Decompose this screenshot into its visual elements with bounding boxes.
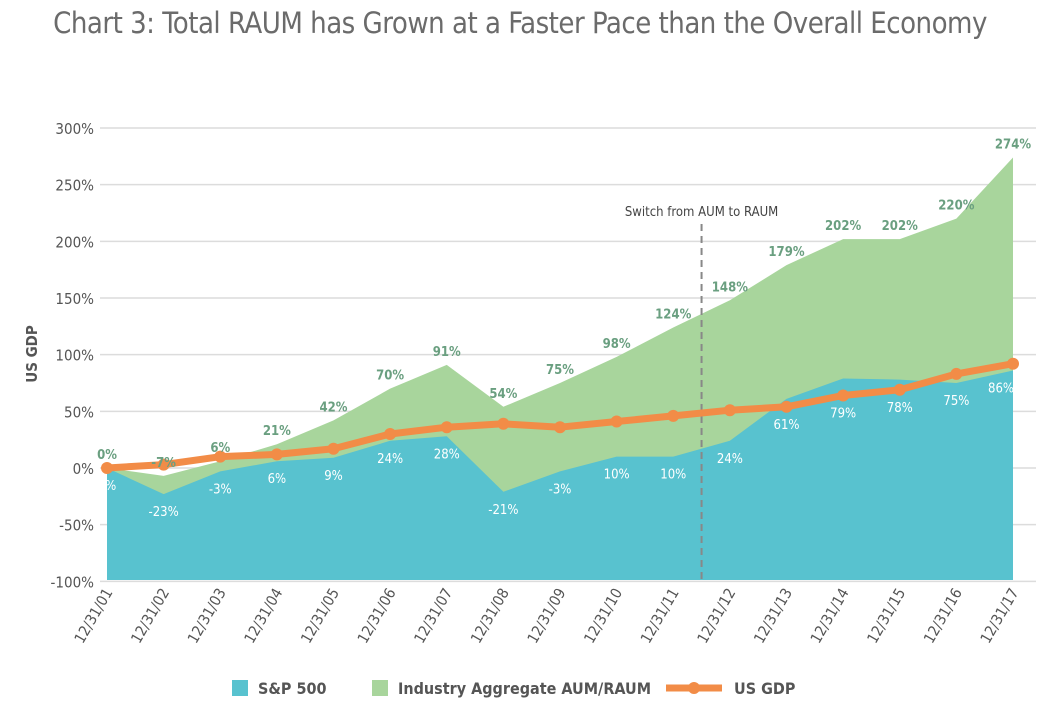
sp500-data-label: -3%: [209, 482, 232, 497]
y-axis-label: US GDP: [23, 325, 41, 383]
aum-data-label: 54%: [489, 387, 517, 402]
gdp-point: [780, 400, 793, 413]
gdp-point: [214, 450, 227, 463]
gdp-point: [554, 421, 566, 434]
legend-swatch: [232, 680, 248, 696]
gdp-point: [270, 448, 283, 461]
gdp-point: [893, 383, 906, 396]
gdp-point: [440, 421, 453, 434]
aum-data-label: 91%: [433, 345, 461, 360]
aum-data-label: 98%: [603, 337, 631, 352]
aum-data-label: 6%: [210, 441, 230, 456]
aum-data-label: 202%: [882, 219, 918, 234]
gdp-point: [101, 462, 113, 474]
gdp-point: [950, 367, 963, 380]
gdp-point: [610, 415, 623, 428]
x-tick-label: 12/31/02: [127, 585, 173, 646]
legend-swatch-marker: [688, 682, 700, 694]
aum-data-label: -7%: [151, 456, 176, 471]
sp500-data-label: 6%: [268, 472, 287, 487]
x-tick-label: 12/31/10: [580, 585, 626, 646]
y-tick-label: -100%: [51, 573, 95, 591]
aum-data-label: 70%: [376, 369, 404, 384]
y-tick-label: 300%: [55, 120, 94, 138]
sp500-data-label: 61%: [774, 418, 800, 433]
sp500-data-label: 75%: [943, 394, 969, 409]
sp500-data-label: 79%: [830, 406, 856, 421]
x-tick-label: 12/31/14: [807, 585, 853, 646]
y-tick-label: 250%: [55, 177, 94, 195]
sp500-data-label: -21%: [488, 503, 518, 518]
legend-label: US GDP: [734, 679, 795, 698]
y-tick-label: 150%: [55, 290, 94, 308]
gdp-point: [497, 417, 510, 430]
sp500-data-label: -23%: [149, 505, 179, 520]
x-tick-label: 12/31/11: [637, 585, 683, 646]
gdp-point: [667, 409, 680, 422]
gdp-point: [1007, 357, 1019, 370]
gdp-point: [157, 458, 170, 471]
sp500-data-label: 24%: [717, 452, 743, 467]
sp500-data-label: 24%: [377, 452, 403, 467]
x-tick-label: 12/31/12: [693, 585, 739, 646]
sp500-data-label: 28%: [434, 447, 460, 462]
y-tick-label: 50%: [64, 403, 94, 421]
legend-swatch: [372, 680, 388, 696]
x-tick-label: 12/31/01: [71, 585, 117, 646]
aum-data-label: 202%: [825, 219, 861, 234]
legend-label: S&P 500: [258, 679, 327, 698]
gdp-point: [327, 442, 340, 455]
sp500-data-label: 10%: [660, 468, 686, 483]
annotation-text: Switch from AUM to RAUM: [625, 205, 778, 220]
area-s-p-500: [107, 370, 1013, 580]
sp500-data-label: -3%: [549, 482, 572, 497]
aum-data-label: 75%: [546, 363, 574, 378]
aum-data-label: 179%: [768, 245, 804, 260]
x-tick-label: 12/31/16: [920, 585, 966, 646]
sp500-data-label: 78%: [887, 401, 913, 416]
x-tick-label: 12/31/07: [410, 585, 456, 646]
aum-data-label: 21%: [263, 424, 291, 439]
aum-data-label: 124%: [655, 307, 691, 322]
legend-label: Industry Aggregate AUM/RAUM: [398, 679, 651, 698]
sp500-data-label: 10%: [604, 468, 630, 483]
y-tick-label: 200%: [55, 233, 94, 251]
chart-title: Chart 3: Total RAUM has Grown at a Faste…: [53, 6, 987, 40]
x-tick-label: 12/31/17: [977, 585, 1023, 646]
y-tick-label: 0%: [73, 460, 95, 478]
x-tick-label: 12/31/08: [467, 585, 513, 646]
gdp-point: [723, 404, 736, 417]
sp500-data-label: 9%: [324, 469, 343, 484]
x-tick-label: 12/31/04: [240, 585, 286, 646]
x-tick-label: 12/31/03: [184, 585, 230, 646]
aum-data-label: 220%: [938, 199, 974, 214]
gdp-point: [384, 428, 397, 440]
sp500-data-label: 86%: [988, 382, 1014, 397]
gdp-point: [837, 389, 850, 402]
sp500-data-label: 0%: [98, 479, 117, 494]
aum-data-label: 148%: [712, 280, 748, 295]
y-tick-label: -50%: [59, 517, 94, 535]
x-tick-label: 12/31/06: [354, 585, 400, 646]
x-tick-label: 12/31/05: [297, 585, 343, 646]
aum-data-label: 42%: [320, 400, 348, 415]
x-tick-label: 12/31/15: [863, 585, 909, 646]
aum-data-label: 0%: [97, 448, 117, 463]
aum-data-label: 274%: [995, 137, 1031, 152]
y-tick-label: 100%: [55, 347, 94, 365]
x-tick-label: 12/31/09: [524, 585, 570, 646]
x-tick-label: 12/31/13: [750, 585, 796, 646]
